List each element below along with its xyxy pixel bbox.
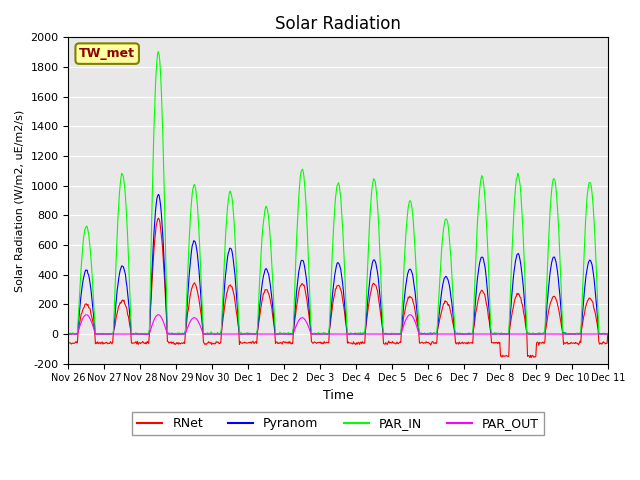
PAR_OUT	[131, 331, 138, 337]
Title: Solar Radiation: Solar Radiation	[275, 15, 401, 33]
Pyranom	[421, 330, 429, 336]
Text: TW_met: TW_met	[79, 47, 135, 60]
X-axis label: Time: Time	[323, 389, 353, 402]
PAR_IN	[421, 331, 429, 337]
PAR_OUT	[74, 329, 82, 335]
Pyranom	[75, 315, 83, 321]
Line: Pyranom: Pyranom	[68, 194, 608, 334]
PAR_IN	[405, 200, 413, 206]
RNet	[404, 294, 412, 300]
Pyranom	[405, 267, 413, 273]
RNet	[130, 340, 138, 346]
PAR_IN	[65, 331, 72, 336]
Line: RNet: RNet	[68, 218, 608, 358]
PAR_IN	[65, 331, 73, 337]
PAR_OUT	[186, 321, 193, 326]
RNet	[186, 300, 193, 306]
Pyranom	[65, 331, 73, 337]
Line: PAR_IN: PAR_IN	[68, 52, 608, 334]
Line: PAR_OUT: PAR_OUT	[68, 315, 608, 334]
RNet	[65, 340, 72, 346]
Legend: RNet, Pyranom, PAR_IN, PAR_OUT: RNet, Pyranom, PAR_IN, PAR_OUT	[132, 412, 544, 435]
Pyranom	[131, 331, 138, 337]
PAR_OUT	[604, 331, 612, 337]
PAR_OUT	[404, 313, 412, 319]
PAR_IN	[155, 49, 163, 55]
PAR_IN	[604, 331, 612, 337]
PAR_OUT	[83, 312, 90, 318]
Pyranom	[155, 192, 163, 197]
PAR_IN	[75, 304, 83, 310]
PAR_IN	[214, 331, 222, 337]
PAR_OUT	[65, 331, 72, 337]
RNet	[214, 339, 221, 345]
Pyranom	[604, 331, 612, 337]
RNet	[526, 355, 534, 360]
Pyranom	[65, 331, 72, 337]
RNet	[420, 340, 428, 346]
RNet	[155, 216, 163, 221]
PAR_IN	[186, 222, 194, 228]
RNet	[604, 331, 612, 337]
PAR_IN	[131, 331, 138, 337]
Pyranom	[214, 331, 222, 337]
PAR_OUT	[420, 331, 428, 337]
Y-axis label: Solar Radiation (W/m2, uE/m2/s): Solar Radiation (W/m2, uE/m2/s)	[15, 109, 25, 292]
RNet	[74, 327, 82, 333]
Pyranom	[186, 264, 194, 269]
PAR_OUT	[214, 331, 221, 337]
